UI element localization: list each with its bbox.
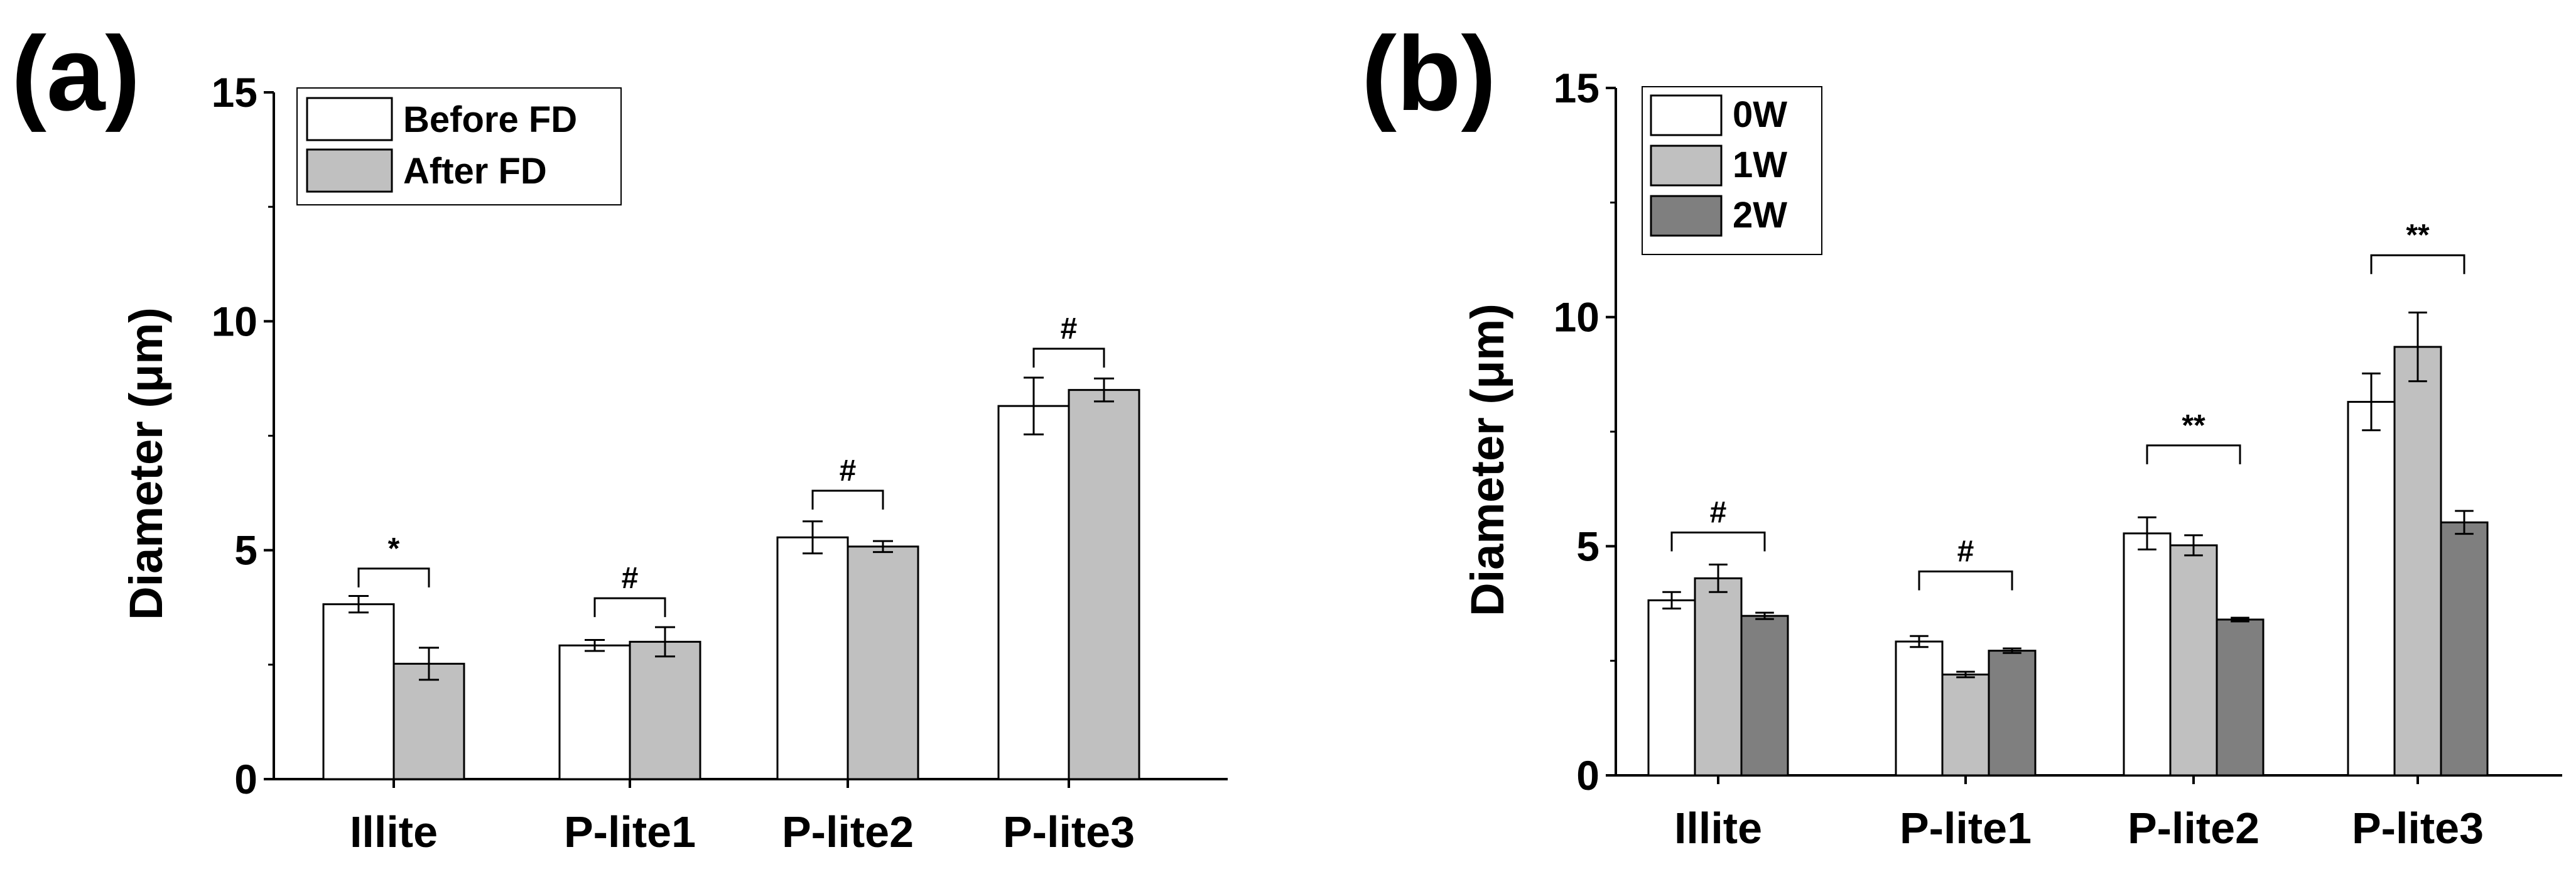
panel-a-legend-swatch [306,97,393,141]
panel-a-significance-bracket [1032,347,1105,368]
panel-b-significance-bracket [2146,444,2241,464]
panel-b-bar-0w [2347,401,2396,777]
panel-a-y-axis-title: Diameter (μm) [120,307,172,620]
panel-a-significance-bracket [357,567,430,587]
panel-b-y-axis-title: Diameter (μm) [1461,303,1513,616]
panel-a-legend-label: After FD [403,151,547,192]
panel-a-bar-before-fd [558,644,631,780]
panel-b-legend-label: 0W [1733,94,1787,135]
panel-b-significance-label: ** [2182,409,2205,442]
panel-a-bar-after-fd [392,662,465,780]
panel-a-bar-after-fd [1068,389,1140,780]
panel-a-category-label: Illite [350,807,438,856]
panel-b-bar-2w [1988,650,2037,777]
panel-b-significance-label: # [1710,496,1727,529]
panel-a: (a) Diameter (μm) 0 5 10 15 Illite P-lite1 P-l… [11,14,1228,856]
panel-a-y-tick-label: 15 [212,69,257,116]
panel-b-plot: 0 5 10 15 Illite P-lite1 P-lite2 P-lite3 # # ** ** 0… [1554,65,2562,853]
panel-b-bar-1w [2393,346,2442,777]
panel-a-y-tick-label: 5 [234,527,257,574]
panel-a-y-tick-label: 0 [234,756,257,802]
panel-a-bar-before-fd [997,405,1070,780]
panel-b-bar-2w [2216,618,2265,777]
panel-a-bar-after-fd [847,545,919,780]
panel-a-category-label: P-lite2 [782,807,914,856]
panel-a-plot: 0 5 10 15 Illite P-lite1 P-lite2 P-lite3 * # # # Bef… [212,69,1228,856]
panel-a-significance-bracket [811,489,884,510]
panel-b-bar-2w [1740,615,1789,777]
panel-a-category-label: P-lite1 [564,807,696,856]
panel-b-bar-0w [2123,532,2172,777]
panel-a-significance-bracket [593,597,666,618]
panel-a-significance-label: # [1061,312,1078,346]
panel-b-significance-bracket [1670,531,1766,552]
panel-b-significance-bracket [1918,570,2013,591]
panel-b-legend-swatch [1650,94,1723,136]
panel-a-significance-label: * [388,532,400,565]
panel-a-bar-before-fd [322,603,395,780]
panel-b-bar-1w [1941,674,1990,777]
panel-b-y-tick-label: 15 [1554,65,1599,111]
panel-b-y-tick-label: 0 [1576,752,1599,799]
panel-b-bar-1w [1694,577,1743,777]
panel-b-significance-bracket [2370,254,2465,275]
panel-b-bar-2w [2440,521,2489,777]
panel-a-legend-swatch [306,148,393,193]
panel-b-significance-label: ** [2406,219,2430,252]
panel-b-legend-swatch [1650,145,1723,187]
panel-b-category-label: P-lite1 [1900,804,2032,853]
panel-b: (b) Diameter (μm) 0 5 10 15 Illite P-lite1 P-l… [1361,14,2562,853]
panel-a-legend: Before FD After FD [296,87,622,205]
panel-a-y-tick-label: 10 [212,298,257,344]
panel-a-legend-label: Before FD [403,99,577,140]
panel-b-legend: 0W 1W 2W [1642,86,1822,255]
panel-a-bar-after-fd [629,640,701,780]
panel-b-legend-label: 1W [1733,145,1787,185]
panel-b-category-label: Illite [1674,804,1762,853]
panel-b-label: (b) [1361,14,1496,133]
panel-b-category-label: P-lite2 [2128,804,2259,853]
panel-b-legend-swatch [1650,195,1723,237]
panel-b-y-tick-label: 5 [1576,523,1599,569]
panel-b-significance-label: # [1957,535,1974,568]
panel-b-bar-0w [1647,599,1696,777]
panel-b-category-label: P-lite3 [2352,804,2484,853]
panel-b-legend-label: 2W [1733,195,1787,236]
panel-b-bar-1w [2169,544,2218,777]
panel-b-y-tick-label: 10 [1554,294,1599,341]
panel-a-category-label: P-lite3 [1003,807,1135,856]
panel-a-label: (a) [11,14,140,133]
panel-a-bar-before-fd [776,536,849,780]
panel-b-bar-0w [1895,640,1944,777]
panel-a-significance-label: # [622,562,639,595]
panel-a-significance-label: # [840,454,857,488]
